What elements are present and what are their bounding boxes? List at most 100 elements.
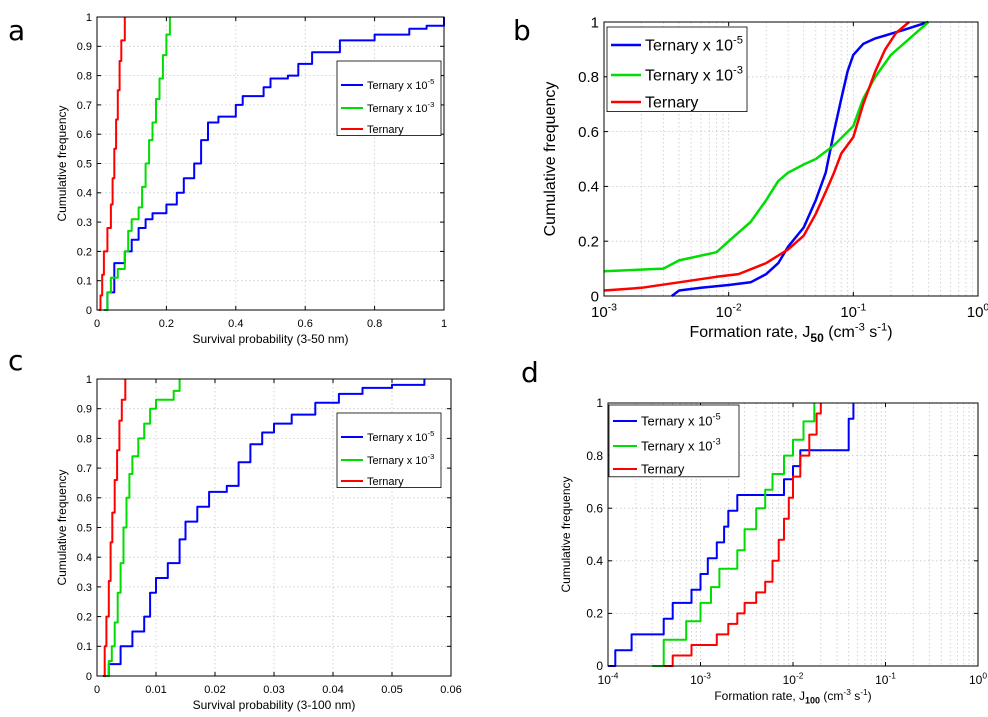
x-tick-label: 0.02 [204,684,225,696]
tick-base: 10 [716,304,733,321]
y-tick-label: 0.3 [77,582,92,594]
label-text: ) [868,689,872,703]
legend: Ternary x 10-5 Ternary x 10-3 Ternary [336,60,442,136]
series-line-red [102,379,127,677]
y-tick-label: 0.5 [77,522,92,534]
y-tick-label: 0.8 [77,70,92,82]
y-tick-label: 0.4 [77,552,92,564]
x-axis-label: Formation rate, J50 (cm-3 s-1) [689,322,892,345]
label-subscript: 50 [810,331,824,345]
legend-entry: Ternary x 10-3 [645,64,743,84]
chart-panel-a: a 0 0.2 0.4 0.6 0.8 1 0 0.1 0.2 0.3 0.4 0.5 0.6 0.7 0.8… [8,12,447,346]
series-line-blue [102,379,426,677]
tick-exponent: -4 [611,671,619,681]
x-tick-label: 0.4 [228,318,243,330]
tick-base: 10 [690,673,704,687]
y-tick-label: 0.6 [578,124,599,141]
label-text: Formation rate, J [689,324,810,341]
tick-base: 10 [967,304,984,321]
series-line-red [663,403,822,667]
series-line-green [652,403,816,667]
label-text: s [865,324,877,341]
x-tick-label: 10-1 [840,301,866,321]
x-tick-label: 0.06 [440,684,461,696]
x-tick-label: 0.6 [298,318,313,330]
legend-entry: Ternary [367,124,404,136]
y-tick-label: 0.6 [586,501,603,515]
panel-letter: a [8,14,25,47]
series-line-red [603,21,910,292]
legend-entry: Ternary x 10-3 [367,452,434,467]
grid [603,21,978,297]
x-tick-label: 0.04 [322,684,343,696]
panel-letter: d [521,356,539,389]
legend-exponent: -3 [428,100,435,109]
panel-letter: c [8,344,23,377]
y-tick-label: 1 [86,12,92,24]
y-tick-label: 0.4 [77,188,92,200]
y-tick-label: 0.2 [77,246,92,258]
legend-exponent: -3 [428,452,435,461]
legend-label: Ternary x 10 [367,432,428,444]
legend-entry: Ternary [641,462,685,477]
x-tick-label: 10-2 [783,671,804,687]
x-tick-label: 0.01 [145,684,166,696]
y-tick-label: 0.6 [77,129,92,141]
legend-exponent: -5 [713,412,721,422]
legend-label: Ternary x 10 [641,414,713,429]
x-tick-label: 0.05 [381,684,402,696]
tick-exponent: -1 [888,671,896,681]
tick-exponent: -2 [796,671,804,681]
x-tick-label: 0 [94,684,100,696]
x-tick-label: 1 [441,318,447,330]
tick-exponent: 0 [982,671,987,681]
legend-label: Ternary [641,462,685,477]
x-axis-label: Survival probability (3-100 nm) [193,698,356,712]
y-tick-label: 0.8 [578,69,599,86]
tick-base: 10 [875,673,889,687]
series-line-green [103,17,171,311]
legend-exponent: -5 [733,34,743,46]
y-tick-label: 0 [86,671,92,683]
y-tick-label: 1 [596,396,603,410]
legend-entry: Ternary x 10-5 [367,429,434,444]
legend-label: Ternary x 10 [367,103,428,115]
y-tick-label: 0.4 [578,179,599,196]
x-tick-label: 10-3 [690,671,711,687]
y-tick-label: 0.9 [77,41,92,53]
tick-base: 10 [840,304,857,321]
y-tick-label: 0.2 [578,233,599,250]
label-text: s [851,689,860,703]
label-text: Formation rate, J [714,689,805,703]
legend-exponent: -3 [713,437,721,447]
y-tick-label: 0.3 [77,217,92,229]
y-tick-label: 0 [86,305,92,317]
x-axis-label: Survival probability (3-50 nm) [192,332,348,346]
legend-entry: Ternary x 10-5 [645,34,743,54]
label-superscript: -1 [877,322,887,334]
tick-exponent: -3 [703,671,711,681]
y-tick-label: 0.1 [77,276,92,288]
legend-box [606,26,748,112]
legend-entry: Ternary x 10-3 [367,100,434,115]
label-text: ) [887,324,892,341]
legend-box [336,412,442,488]
y-axis-label: Cumulative frequency [542,82,559,237]
x-tick-label: 0.03 [263,684,284,696]
series-line-blue [103,17,445,311]
tick-exponent: -1 [857,301,866,313]
legend-exponent: -5 [428,429,435,438]
y-tick-label: 0.8 [77,433,92,445]
tick-exponent: -2 [732,301,741,313]
y-tick-label: 0.7 [77,463,92,475]
chart-panel-d: d10-4 10-3 10-2 10-1 10000.20.40.60.81Format… [521,356,987,706]
x-tick-label: 10-3 [591,301,617,321]
label-superscript: -3 [843,687,851,697]
x-tick-label: 0.8 [367,318,382,330]
legend-entry: Ternary x 10-5 [367,77,434,92]
legend-entry: Ternary x 10-5 [641,412,721,429]
